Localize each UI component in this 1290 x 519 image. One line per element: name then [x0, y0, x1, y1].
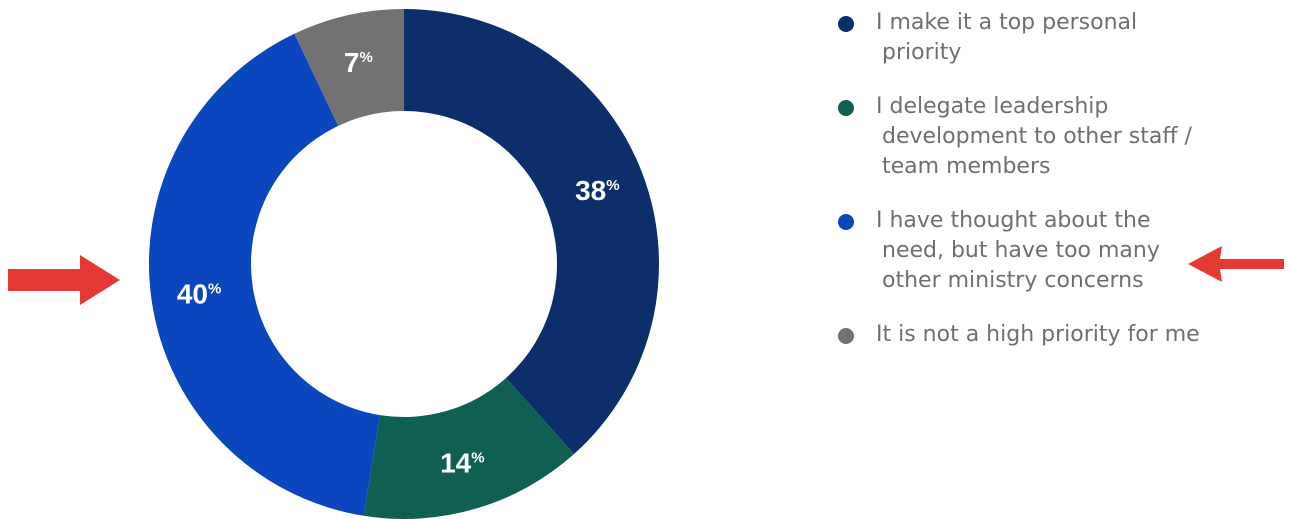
donut-chart: 38%14%40%7% — [148, 9, 660, 519]
slice-data-label: 14% — [440, 448, 485, 479]
legend-swatch — [838, 16, 854, 32]
slice-percent-sign: % — [471, 450, 484, 467]
donut-slice — [294, 9, 404, 126]
right-arrow-icon — [8, 255, 120, 305]
legend-swatch — [838, 214, 854, 230]
legend-item-thought-about-need: I have thought about the need, but have … — [834, 206, 1254, 296]
donut-slice — [404, 9, 660, 455]
slice-data-label: 7% — [344, 47, 373, 78]
legend-label: It is not a high priority for me — [876, 322, 1200, 347]
donut-slice — [363, 378, 575, 519]
legend-swatch — [838, 100, 854, 116]
legend-swatch — [838, 328, 854, 344]
legend-item-delegate: I delegate leadership development to oth… — [834, 92, 1254, 182]
left-arrow-icon — [1188, 246, 1284, 282]
legend-item-top-priority: I make it a top personal priority — [834, 8, 1254, 68]
slice-value: 38 — [575, 175, 606, 206]
donut-slice — [148, 33, 380, 516]
slice-value: 14 — [440, 448, 472, 479]
slice-data-label: 38% — [575, 175, 620, 206]
slice-value: 7 — [344, 47, 360, 78]
slice-value: 40 — [177, 278, 208, 309]
slice-data-label: 40% — [177, 278, 222, 309]
slice-percent-sign: % — [208, 280, 221, 297]
legend-label: I make it a top personal priority — [876, 10, 1138, 65]
slice-percent-sign: % — [360, 49, 373, 66]
legend-label: I delegate leadership development to oth… — [876, 94, 1192, 179]
legend-label: I have thought about the need, but have … — [876, 208, 1160, 293]
slice-percent-sign: % — [606, 177, 619, 194]
chart-legend: I make it a top personal priority I dele… — [834, 8, 1254, 374]
legend-item-not-high-priority: It is not a high priority for me — [834, 320, 1254, 350]
